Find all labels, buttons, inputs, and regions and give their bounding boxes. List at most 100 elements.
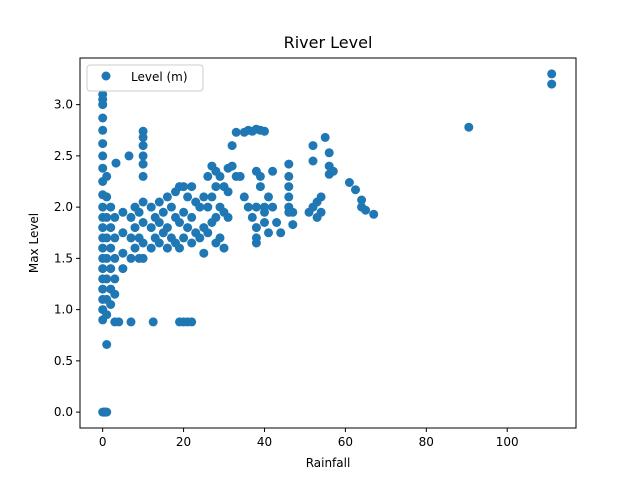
- data-point: [118, 207, 128, 217]
- data-point: [98, 264, 108, 274]
- data-point: [102, 212, 112, 222]
- data-point: [215, 233, 225, 243]
- data-point: [320, 132, 330, 142]
- x-tick-label: 100: [496, 435, 519, 449]
- axes-frame: [79, 57, 577, 429]
- data-point: [138, 253, 148, 263]
- data-point: [111, 158, 121, 168]
- x-tick-label: 40: [257, 435, 272, 449]
- data-point: [187, 182, 197, 192]
- data-point: [175, 218, 184, 227]
- data-point: [284, 171, 294, 181]
- data-point: [308, 156, 318, 166]
- data-point: [251, 223, 261, 233]
- data-point: [154, 238, 164, 248]
- data-point: [138, 159, 148, 169]
- data-point: [547, 69, 557, 79]
- data-point: [199, 192, 209, 202]
- data-point: [138, 171, 148, 181]
- y-tick-label: 2.0: [54, 200, 73, 214]
- data-point: [251, 233, 261, 243]
- data-point: [134, 207, 144, 217]
- data-point: [102, 233, 112, 243]
- data-point: [138, 238, 148, 248]
- x-tick-label: 20: [176, 435, 191, 449]
- data-point: [118, 264, 128, 274]
- data-point: [344, 178, 354, 187]
- data-point: [106, 202, 116, 212]
- data-point: [464, 122, 474, 132]
- data-point: [187, 212, 197, 222]
- data-point: [235, 171, 245, 181]
- data-point: [251, 202, 261, 212]
- data-point: [106, 243, 116, 253]
- data-point: [162, 243, 172, 253]
- data-point: [126, 233, 136, 243]
- data-point: [547, 79, 557, 89]
- data-point: [199, 248, 209, 258]
- data-point: [351, 185, 360, 195]
- data-point: [179, 233, 189, 243]
- data-point: [148, 317, 158, 327]
- x-tick-label: 80: [419, 435, 434, 449]
- data-point: [203, 228, 213, 238]
- legend: Level (m): [86, 64, 204, 92]
- data-point: [260, 218, 269, 227]
- data-point: [284, 182, 294, 192]
- legend-label: Level (m): [131, 70, 188, 84]
- data-point: [98, 151, 108, 161]
- data-point: [195, 202, 205, 212]
- data-point: [98, 243, 108, 253]
- data-point: [203, 171, 213, 181]
- x-tick-label: 60: [338, 435, 353, 449]
- data-point: [260, 207, 269, 217]
- data-point: [175, 243, 184, 253]
- data-point: [146, 223, 156, 233]
- legend-marker: [101, 71, 111, 81]
- data-point: [138, 141, 148, 151]
- data-point: [98, 202, 108, 212]
- data-point: [203, 202, 213, 212]
- data-point: [243, 202, 253, 212]
- data-point: [102, 274, 112, 284]
- data-point: [98, 100, 108, 110]
- data-point: [288, 207, 298, 217]
- data-point: [272, 218, 282, 227]
- data-point: [106, 264, 116, 274]
- data-point: [98, 163, 108, 173]
- data-point: [98, 113, 108, 123]
- data-point: [98, 139, 108, 149]
- y-tick-label: 2.5: [54, 149, 73, 163]
- data-point: [126, 212, 136, 222]
- x-axis-ticks: 0 20 40 60 80 100: [99, 428, 519, 449]
- data-point: [110, 233, 120, 243]
- x-tick-label: 0: [99, 435, 107, 449]
- data-point: [183, 192, 193, 202]
- data-point: [154, 197, 164, 207]
- y-tick-label: 0.0: [54, 405, 73, 419]
- data-point: [223, 187, 233, 197]
- data-point: [102, 253, 112, 263]
- data-point: [264, 228, 273, 238]
- data-point: [255, 171, 265, 181]
- data-point: [215, 171, 225, 181]
- data-point: [106, 300, 116, 309]
- data-point: [166, 202, 176, 212]
- data-point: [106, 223, 116, 233]
- data-point: [195, 233, 205, 243]
- data-point: [126, 253, 136, 263]
- data-point: [239, 192, 249, 202]
- x-axis-label: Rainfall: [306, 456, 351, 470]
- data-point: [110, 289, 120, 299]
- data-point: [268, 166, 278, 176]
- data-point: [316, 192, 326, 202]
- data-point: [207, 192, 217, 202]
- data-point: [102, 340, 112, 349]
- data-point: [276, 228, 286, 238]
- data-point: [211, 212, 221, 222]
- data-point: [227, 141, 237, 151]
- y-axis-ticks: 0.0 0.5 1.0 1.5 2.0 2.5 3.0: [54, 98, 80, 419]
- data-point: [328, 166, 338, 176]
